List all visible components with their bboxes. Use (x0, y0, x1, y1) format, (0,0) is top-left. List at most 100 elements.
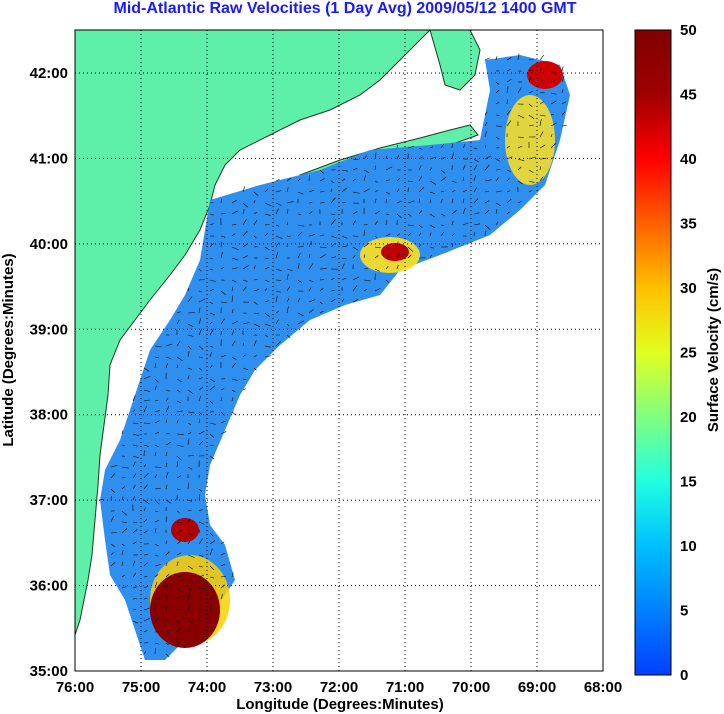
velocity-arrow (550, 70, 557, 76)
velocity-arrow (275, 341, 281, 347)
velocity-arrow (154, 618, 160, 622)
velocity-arrow (198, 529, 200, 534)
velocity-arrow (363, 169, 370, 174)
velocity-arrow (539, 92, 545, 94)
velocity-arrow (352, 167, 358, 171)
velocity-arrow (374, 268, 380, 272)
velocity-arrow (330, 242, 336, 248)
velocity-arrow (418, 232, 422, 237)
velocity-arrow (407, 254, 412, 259)
velocity-arrow (220, 198, 223, 204)
x-tick-label: 71:00 (386, 679, 424, 696)
velocity-arrow (407, 224, 414, 226)
velocity-arrow (418, 244, 422, 248)
velocity-arrow (220, 575, 226, 578)
velocity-arrow (539, 166, 541, 171)
velocity-arrow (352, 299, 359, 303)
velocity-arrow (330, 235, 337, 239)
velocity-arrow (506, 120, 512, 127)
velocity-arrow (187, 375, 190, 380)
velocity-arrow (418, 176, 423, 182)
velocity-arrow (154, 564, 162, 567)
velocity-arrow (143, 586, 148, 589)
velocity-arrow (165, 618, 169, 622)
velocity-arrow (275, 235, 283, 239)
velocity-arrow (484, 179, 492, 182)
velocity-arrow (121, 528, 128, 534)
velocity-arrow (154, 574, 159, 578)
y-tick-label: 40:00 (30, 236, 68, 253)
velocity-arrow (297, 320, 305, 325)
velocity-arrow (198, 307, 201, 314)
velocity-arrow (176, 628, 181, 633)
velocity-arrow (528, 124, 534, 127)
velocity-arrow (165, 562, 168, 567)
velocity-arrow (176, 608, 184, 611)
velocity-arrow (132, 461, 136, 468)
velocity-arrow (264, 202, 272, 207)
velocity-arrow (319, 288, 324, 292)
velocity-arrow (407, 200, 415, 204)
velocity-arrow (209, 345, 213, 348)
velocity-arrow (154, 528, 157, 534)
velocity-arrow (517, 87, 522, 94)
velocity-arrow (143, 399, 150, 402)
velocity-arrow (506, 198, 512, 204)
velocity-arrow (374, 235, 378, 239)
velocity-arrow (308, 241, 312, 248)
velocity-arrow (506, 69, 511, 72)
velocity-arrow (396, 233, 400, 237)
velocity-arrow (231, 246, 239, 251)
velocity-arrow (385, 179, 391, 182)
velocity-arrow (264, 213, 271, 216)
velocity-arrow (341, 257, 347, 260)
velocity-arrow (187, 620, 193, 624)
velocity-arrow (275, 290, 281, 293)
velocity-arrow (506, 145, 510, 149)
velocity-arrow (220, 593, 224, 600)
velocity-arrow (429, 232, 432, 237)
colorbar-tick-label: 25 (680, 345, 697, 362)
x-tick-label: 75:00 (122, 679, 160, 696)
velocity-arrow (506, 211, 510, 215)
velocity-arrow (198, 411, 203, 415)
velocity-arrow (209, 385, 215, 391)
velocity-arrow (99, 498, 104, 501)
velocity-arrow (187, 509, 192, 512)
velocity-arrow (187, 499, 192, 502)
velocity-arrow (253, 219, 258, 226)
velocity-arrow (176, 400, 181, 403)
velocity-arrow (176, 461, 179, 468)
velocity-arrow (198, 290, 203, 293)
velocity-arrow (242, 265, 249, 270)
velocity-arrow (275, 202, 282, 206)
velocity-arrow (187, 422, 192, 425)
velocity-arrow (209, 433, 215, 438)
velocity-arrow (374, 255, 379, 259)
velocity-arrow (209, 604, 212, 611)
velocity-arrow (495, 136, 500, 140)
velocity-arrow (132, 620, 139, 624)
velocity-arrow (506, 57, 512, 61)
y-tick-label: 39:00 (30, 321, 68, 338)
velocity-arrow (176, 475, 182, 479)
velocity-arrow (407, 180, 413, 183)
velocity-arrow (264, 288, 268, 292)
velocity-arrow (418, 198, 421, 204)
velocity-arrow (396, 251, 401, 259)
velocity-arrow (264, 267, 270, 270)
velocity-arrow (187, 629, 190, 633)
velocity-arrow (429, 254, 432, 259)
velocity-arrow (209, 301, 214, 305)
velocity-arrow (264, 257, 269, 259)
velocity-arrow (396, 188, 400, 193)
velocity-arrow (187, 367, 192, 370)
velocity-core-north (381, 243, 409, 261)
velocity-arrow (242, 202, 249, 208)
x-axis-title: Longitude (Degrees:Minutes) (236, 696, 444, 713)
velocity-arrow (407, 233, 412, 237)
velocity-arrow (374, 198, 377, 204)
velocity-arrow (495, 114, 500, 116)
velocity-arrow (220, 318, 225, 325)
velocity-arrow (154, 363, 156, 369)
